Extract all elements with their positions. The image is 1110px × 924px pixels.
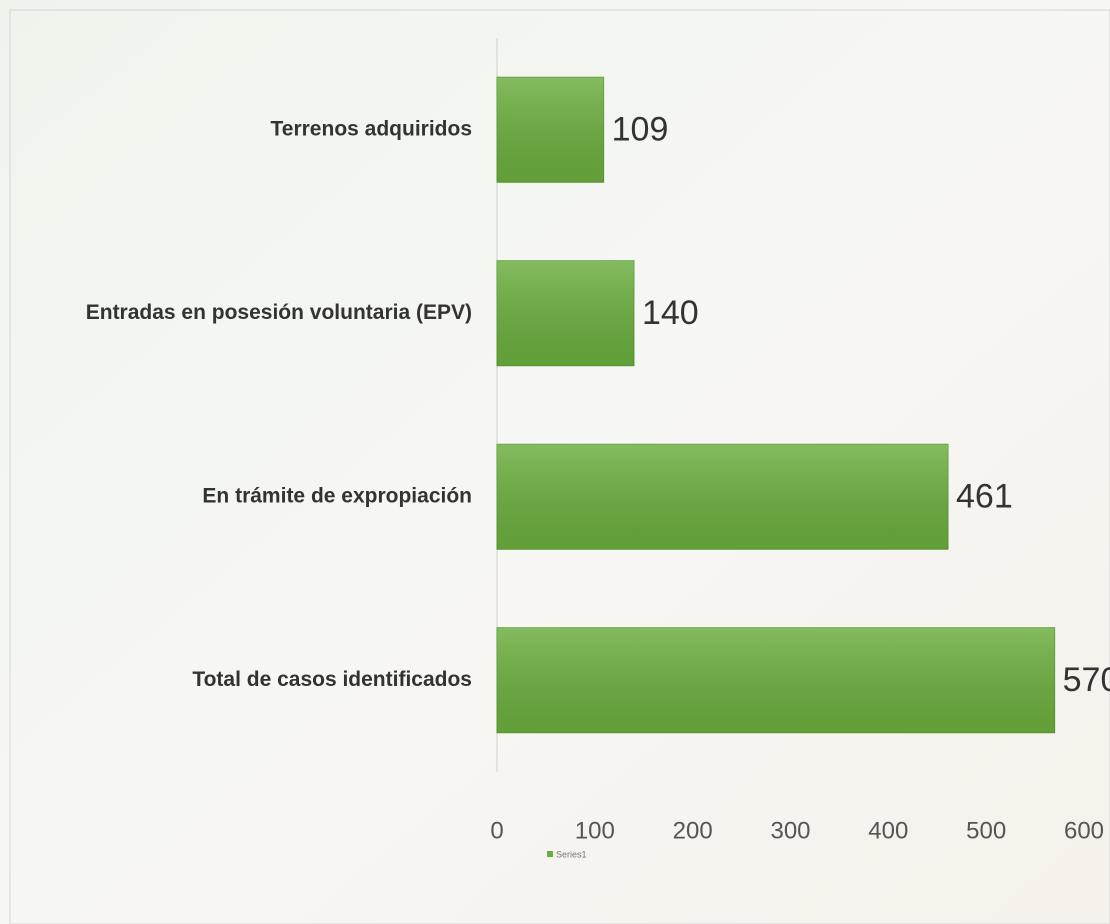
data-label: 570 xyxy=(1063,661,1110,699)
data-label: 461 xyxy=(956,478,1013,516)
data-label: 109 xyxy=(612,111,669,149)
data-label: 140 xyxy=(642,294,699,332)
bar-shade xyxy=(497,444,948,549)
x-tick-label: 100 xyxy=(575,817,615,844)
x-tick-label: 300 xyxy=(770,817,810,844)
bar-shade xyxy=(497,77,604,182)
y-tick-label: En trámite de expropiación xyxy=(202,484,472,507)
bar-shade xyxy=(497,261,634,366)
x-tick-label: 0 xyxy=(490,817,503,844)
bar-shade xyxy=(497,628,1055,733)
x-tick-label: 200 xyxy=(673,817,713,844)
chart: 0 100 200 300 400 500 600 Terrenos adquiridos En… xyxy=(0,0,1110,924)
x-tick-label: 400 xyxy=(868,817,908,844)
legend-swatch xyxy=(547,851,553,857)
y-tick-label: Terrenos adquiridos xyxy=(271,117,472,140)
y-tick-label: Entradas en posesión voluntaria (EPV) xyxy=(86,301,472,324)
x-tick-label: 500 xyxy=(966,817,1006,844)
y-tick-label: Total de casos identificados xyxy=(192,668,472,691)
x-tick-label: 600 xyxy=(1064,817,1104,844)
page: 0 100 200 300 400 500 600 Terrenos adquiridos En… xyxy=(0,0,1110,924)
legend-label: Series1 xyxy=(556,849,587,859)
